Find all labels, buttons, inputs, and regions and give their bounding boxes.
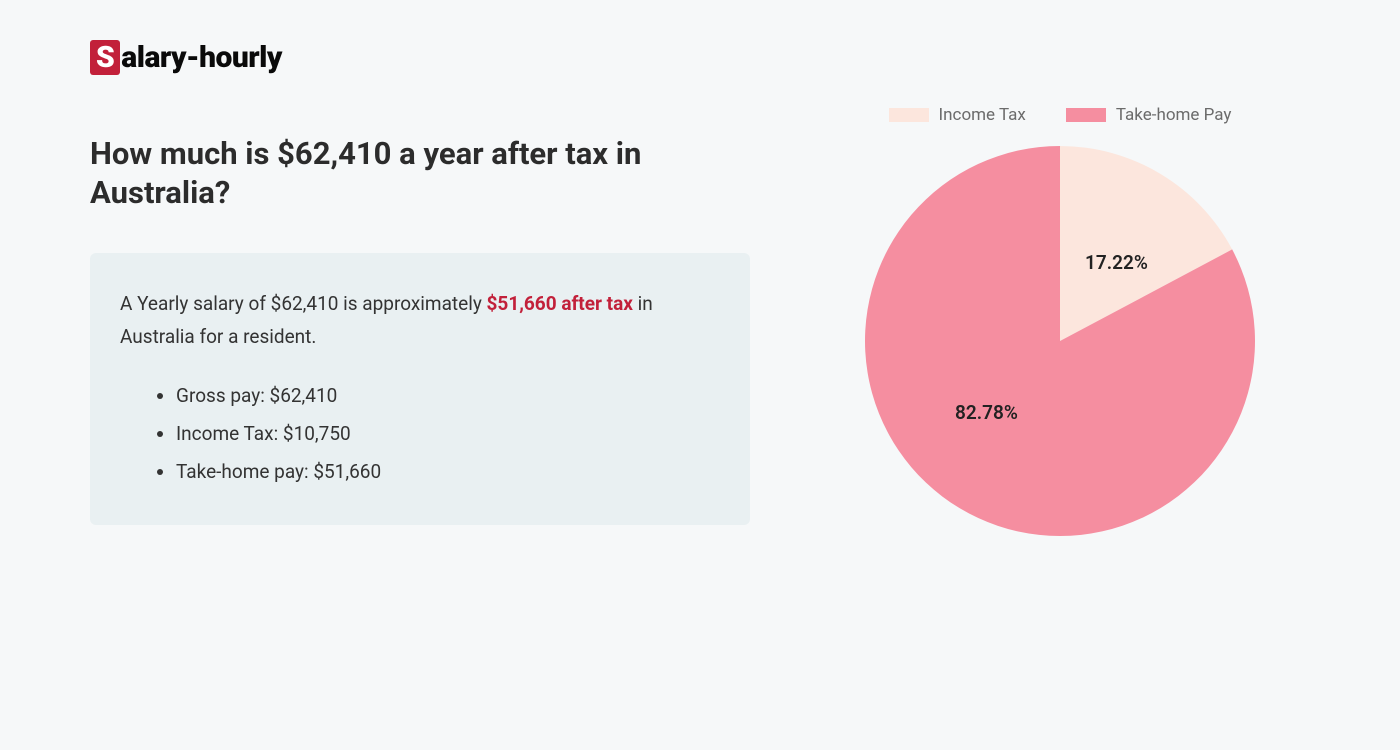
page-title: How much is $62,410 a year after tax in …	[90, 135, 750, 213]
page-root: Salary-hourly How much is $62,410 a year…	[0, 0, 1400, 541]
slice-label-take-home: 82.78%	[955, 401, 1018, 424]
list-item: Take-home pay: $51,660	[176, 453, 720, 491]
summary-highlight: $51,660 after tax	[487, 292, 633, 315]
slice-label-income-tax: 17.22%	[1085, 251, 1148, 274]
list-item: Income Tax: $10,750	[176, 415, 720, 453]
legend-item-income-tax: Income Tax	[889, 105, 1026, 125]
chart-column: Income Tax Take-home Pay 17.22% 82.78%	[810, 105, 1310, 541]
legend-item-take-home: Take-home Pay	[1066, 105, 1232, 125]
legend-label: Take-home Pay	[1116, 105, 1232, 125]
content-row: How much is $62,410 a year after tax in …	[90, 135, 1310, 541]
summary-box: A Yearly salary of $62,410 is approximat…	[90, 253, 750, 526]
site-logo: Salary-hourly	[90, 40, 1310, 75]
detail-list: Gross pay: $62,410 Income Tax: $10,750 T…	[120, 377, 720, 491]
pie-svg	[860, 141, 1260, 541]
list-item: Gross pay: $62,410	[176, 377, 720, 415]
logo-text: alary-hourly	[121, 40, 282, 75]
legend-label: Income Tax	[939, 105, 1026, 125]
logo-badge: S	[90, 40, 120, 75]
legend-swatch	[889, 108, 929, 122]
left-column: How much is $62,410 a year after tax in …	[90, 135, 750, 525]
pie-chart: 17.22% 82.78%	[860, 141, 1260, 541]
summary-text: A Yearly salary of $62,410 is approximat…	[120, 287, 720, 354]
summary-prefix: A Yearly salary of $62,410 is approximat…	[120, 292, 487, 315]
legend-swatch	[1066, 108, 1106, 122]
chart-legend: Income Tax Take-home Pay	[889, 105, 1232, 125]
